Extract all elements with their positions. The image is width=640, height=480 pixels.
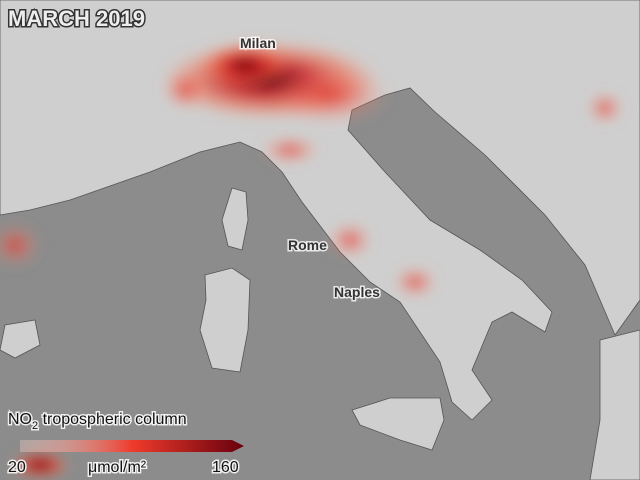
legend-max: 160	[212, 459, 239, 476]
legend: NO2 tropospheric column 20 μmol/m² 160	[7, 410, 244, 478]
city-label: Naples	[334, 284, 380, 300]
legend-title-rest: tropospheric column	[38, 411, 187, 428]
city-label: Rome	[288, 237, 327, 253]
no2-field	[0, 40, 623, 479]
legend-color-bar	[20, 440, 244, 452]
legend-title: NO2 tropospheric column	[8, 411, 187, 432]
legend-title-main: NO	[8, 411, 32, 428]
legend-min: 20	[8, 459, 26, 476]
legend-title-subscript: 2	[32, 420, 38, 432]
city-label: Milan	[240, 35, 276, 51]
map-title: MARCH 2019	[8, 6, 145, 31]
legend-unit: μmol/m²	[88, 459, 147, 476]
